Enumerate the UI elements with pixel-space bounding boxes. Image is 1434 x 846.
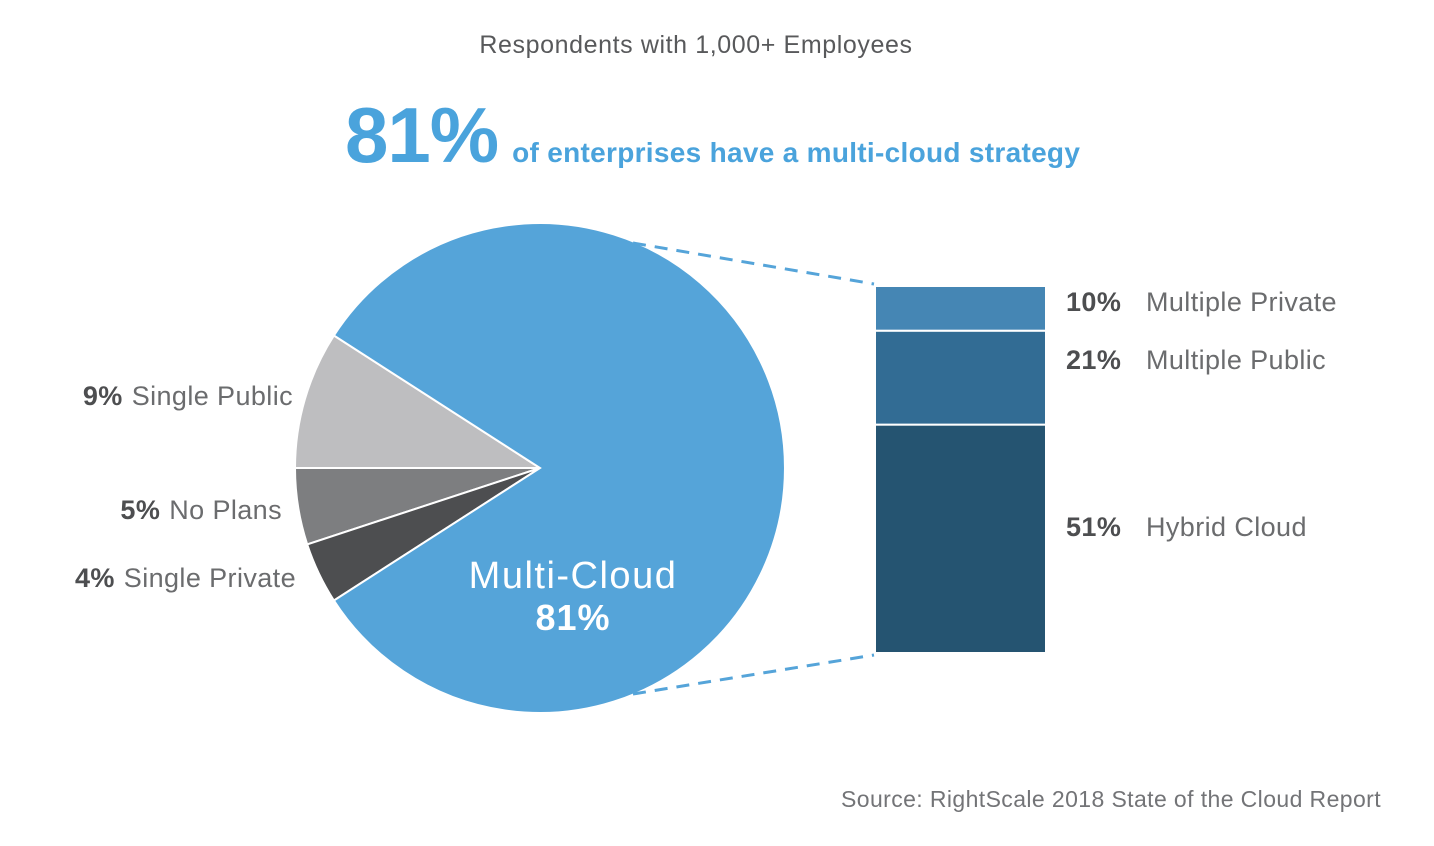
bar-label-hybrid-cloud-pct: 51% [1066, 512, 1122, 542]
pie-label-single-public: 9% Single Public [83, 380, 293, 412]
headline-percent: 81% [345, 91, 499, 179]
bar-segment-multiple-public [874, 329, 1047, 426]
headline-text: of enterprises have a multi-cloud strate… [512, 137, 1081, 168]
bar-segment-hybrid-cloud [874, 423, 1047, 655]
bar-label-multiple-public-text: Multiple Public [1146, 345, 1327, 375]
pie-slice-single-public [293, 334, 544, 469]
pie-center-label: Multi-Cloud [468, 555, 678, 597]
pie-label-single-public-pct: 9% [82, 381, 123, 411]
pie-label-single-private-text: Single Private [123, 563, 296, 593]
pie-label-no-plans-text: No Plans [169, 495, 282, 525]
headline: 81% of enterprises have a multi-cloud st… [345, 96, 1080, 174]
callout-dash-bottom [632, 653, 875, 696]
bar-label-multiple-public: 21% Multiple Public [1066, 344, 1326, 376]
callout-dash-top [632, 241, 875, 286]
bar-label-hybrid-cloud-text: Hybrid Cloud [1146, 512, 1307, 542]
pie-slice-multi-cloud [332, 222, 786, 714]
bar-label-multiple-private-text: Multiple Private [1146, 287, 1337, 317]
bar-label-multiple-private: 10% Multiple Private [1066, 286, 1337, 318]
pie-label-single-private-pct: 4% [74, 563, 115, 593]
pie-label-single-private: 4% Single Private [75, 562, 296, 594]
pie-label-no-plans-pct: 5% [120, 495, 161, 525]
pie-label-no-plans: 5% No Plans [120, 494, 282, 526]
pie-center-value: 81% [535, 597, 611, 638]
bar-segment-multiple-private [874, 285, 1047, 332]
chart-title: Respondents with 1,000+ Employees [479, 31, 913, 59]
bar-label-multiple-public-pct: 21% [1066, 345, 1122, 375]
bar-label-multiple-private-pct: 10% [1066, 287, 1122, 317]
bar-label-hybrid-cloud: 51% Hybrid Cloud [1066, 511, 1307, 543]
source-note: Source: RightScale 2018 State of the Clo… [841, 786, 1381, 812]
pie-label-single-public-text: Single Public [131, 381, 293, 411]
